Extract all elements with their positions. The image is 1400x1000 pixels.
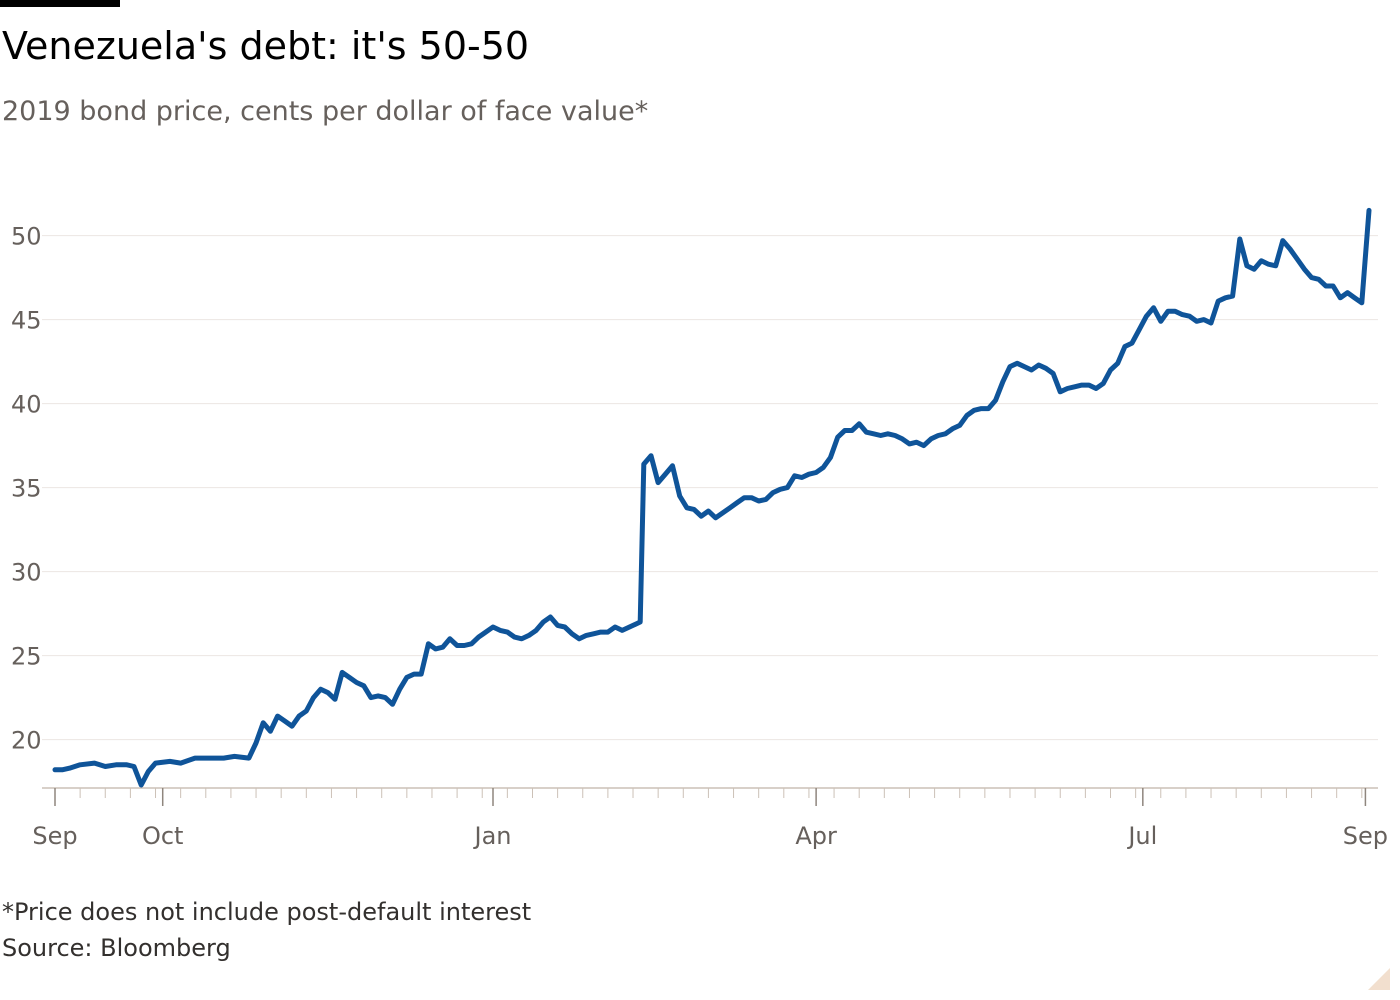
y-tick-label: 30 (11, 559, 42, 587)
series-line (52, 207, 1372, 788)
corner-mark (1368, 968, 1390, 990)
x-axis-labels: Sep Oct Jan Apr Jul Sep (32, 822, 1388, 850)
x-tick-label: Jan (473, 822, 512, 850)
source-note: Source: Bloomberg (2, 934, 231, 962)
y-tick-label: 35 (11, 475, 42, 503)
y-tick-label: 20 (11, 727, 42, 755)
chart-title: Venezuela's debt: it's 50-50 (2, 24, 530, 68)
series-layer (52, 207, 1372, 788)
x-tick-label: Sep (1343, 822, 1388, 850)
y-tick-label: 50 (11, 223, 42, 251)
line-chart: 20 25 30 35 40 45 50 Sep Oct Jan Apr Jul Sep (11, 207, 1388, 850)
footnote: *Price does not include post-default int… (2, 898, 532, 926)
x-tick-label: Jul (1126, 822, 1157, 850)
x-tick-label: Oct (142, 822, 184, 850)
chart-subtitle: 2019 bond price, cents per dollar of fac… (2, 96, 649, 127)
x-axis (42, 787, 1378, 806)
x-tick-label: Sep (32, 822, 77, 850)
y-axis-labels: 20 25 30 35 40 45 50 (11, 223, 42, 755)
y-tick-label: 45 (11, 307, 42, 335)
y-tick-label: 40 (11, 391, 42, 419)
x-tick-label: Apr (795, 822, 837, 850)
brand-bar (0, 0, 120, 7)
grid-lines (42, 235, 1378, 741)
y-tick-label: 25 (11, 643, 42, 671)
